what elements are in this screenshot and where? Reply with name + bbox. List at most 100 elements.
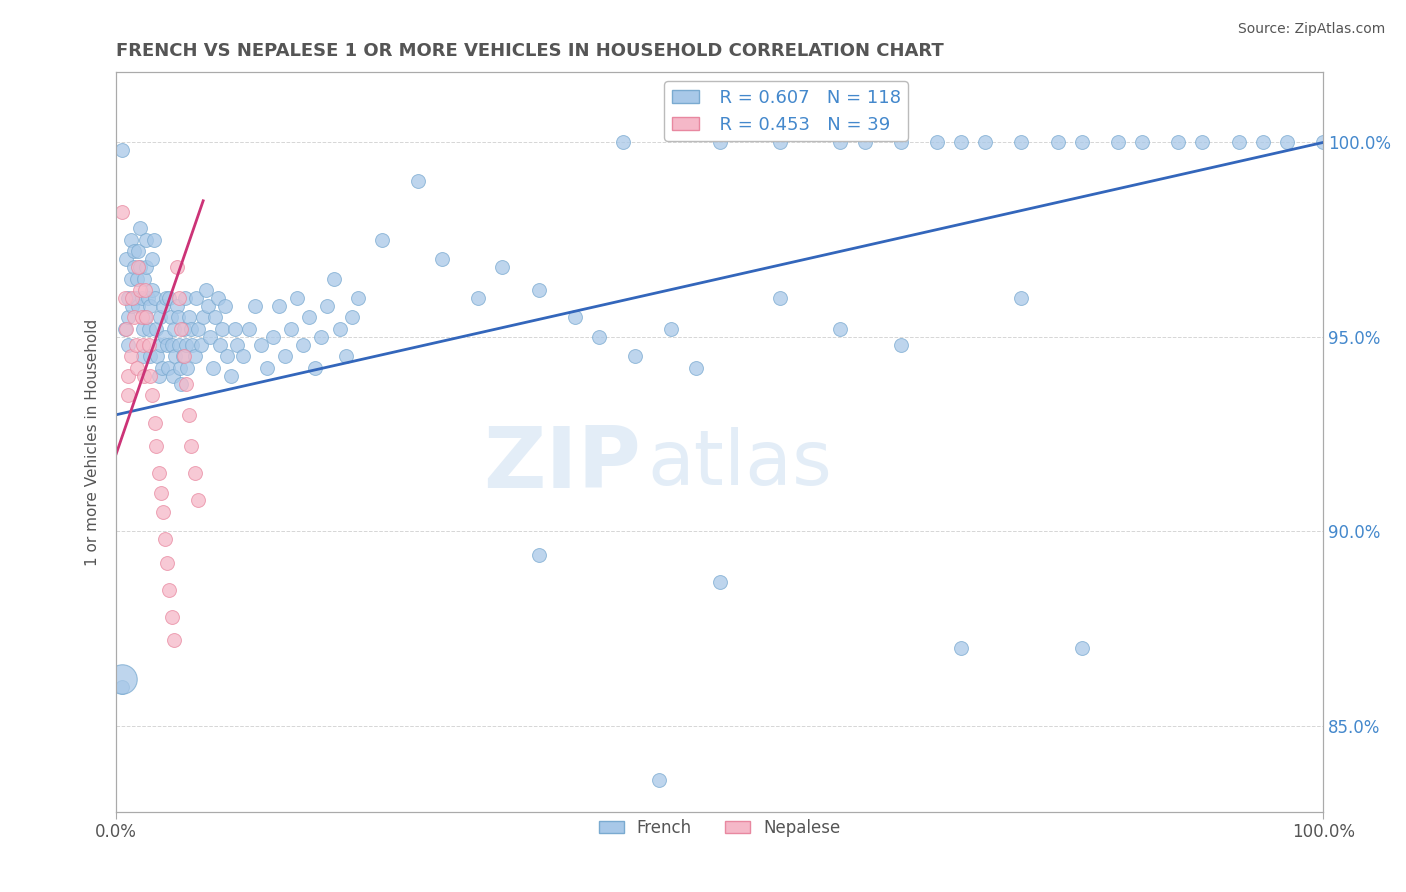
Point xyxy=(166,299,188,313)
Point xyxy=(127,299,149,313)
Point xyxy=(232,350,254,364)
Point xyxy=(527,283,550,297)
Point xyxy=(1312,136,1334,150)
Point xyxy=(685,361,707,376)
Point xyxy=(1191,136,1213,150)
Text: atlas: atlas xyxy=(647,427,832,501)
Point xyxy=(163,633,186,648)
Point xyxy=(177,408,200,422)
Point xyxy=(131,310,153,325)
Point xyxy=(149,337,172,351)
Point xyxy=(322,271,344,285)
Point xyxy=(217,350,239,364)
Point xyxy=(149,310,172,325)
Point xyxy=(226,337,249,351)
Point xyxy=(371,233,394,247)
Point xyxy=(143,416,166,430)
Point xyxy=(135,233,157,247)
Point xyxy=(564,310,586,325)
Point xyxy=(211,322,233,336)
Point xyxy=(167,337,190,351)
Point xyxy=(111,672,134,686)
Point xyxy=(125,361,148,376)
Point xyxy=(190,337,212,351)
Point xyxy=(830,322,852,336)
Point xyxy=(269,299,291,313)
Point xyxy=(173,350,195,364)
Point xyxy=(430,252,453,267)
Point xyxy=(346,291,368,305)
Point xyxy=(285,291,308,305)
Point xyxy=(890,136,912,150)
Point xyxy=(207,291,229,305)
Point xyxy=(588,330,610,344)
Point xyxy=(1130,136,1153,150)
Point xyxy=(111,205,134,219)
Point xyxy=(406,174,429,188)
Point xyxy=(174,291,197,305)
Point xyxy=(153,330,176,344)
Point xyxy=(183,466,205,480)
Point xyxy=(250,337,273,351)
Point xyxy=(132,350,155,364)
Point xyxy=(180,322,202,336)
Point xyxy=(141,388,163,402)
Point xyxy=(214,299,236,313)
Point xyxy=(114,291,136,305)
Point xyxy=(173,322,195,336)
Point xyxy=(180,439,202,453)
Point xyxy=(136,291,159,305)
Point xyxy=(1010,291,1032,305)
Point xyxy=(143,291,166,305)
Point xyxy=(138,322,160,336)
Point xyxy=(145,439,167,453)
Point xyxy=(121,299,143,313)
Point xyxy=(121,291,143,305)
Y-axis label: 1 or more Vehicles in Household: 1 or more Vehicles in Household xyxy=(86,318,100,566)
Point xyxy=(191,310,214,325)
Point xyxy=(142,233,165,247)
Point xyxy=(974,136,997,150)
Point xyxy=(166,260,188,274)
Point xyxy=(1275,136,1298,150)
Point xyxy=(125,271,148,285)
Text: ZIP: ZIP xyxy=(484,423,641,506)
Point xyxy=(155,291,177,305)
Point xyxy=(262,330,284,344)
Point xyxy=(624,350,647,364)
Point xyxy=(209,337,232,351)
Point xyxy=(1107,136,1129,150)
Point xyxy=(204,310,226,325)
Point xyxy=(612,136,634,150)
Point xyxy=(769,291,792,305)
Point xyxy=(149,485,172,500)
Point xyxy=(170,322,193,336)
Point xyxy=(709,574,731,589)
Point xyxy=(160,610,183,624)
Point xyxy=(950,136,973,150)
Point xyxy=(166,310,188,325)
Point xyxy=(830,136,852,150)
Point xyxy=(467,291,489,305)
Point xyxy=(114,322,136,336)
Point xyxy=(129,283,152,297)
Point xyxy=(1010,136,1032,150)
Point xyxy=(117,337,139,351)
Point xyxy=(135,310,157,325)
Point xyxy=(177,310,200,325)
Text: Source: ZipAtlas.com: Source: ZipAtlas.com xyxy=(1237,22,1385,37)
Point xyxy=(925,136,948,150)
Point xyxy=(256,361,278,376)
Point xyxy=(200,330,222,344)
Point xyxy=(129,260,152,274)
Point xyxy=(853,136,876,150)
Point xyxy=(219,368,242,383)
Point xyxy=(115,322,138,336)
Point xyxy=(176,361,198,376)
Point xyxy=(132,271,155,285)
Point xyxy=(335,350,357,364)
Point xyxy=(160,337,183,351)
Point xyxy=(890,337,912,351)
Point xyxy=(274,350,297,364)
Point xyxy=(141,283,163,297)
